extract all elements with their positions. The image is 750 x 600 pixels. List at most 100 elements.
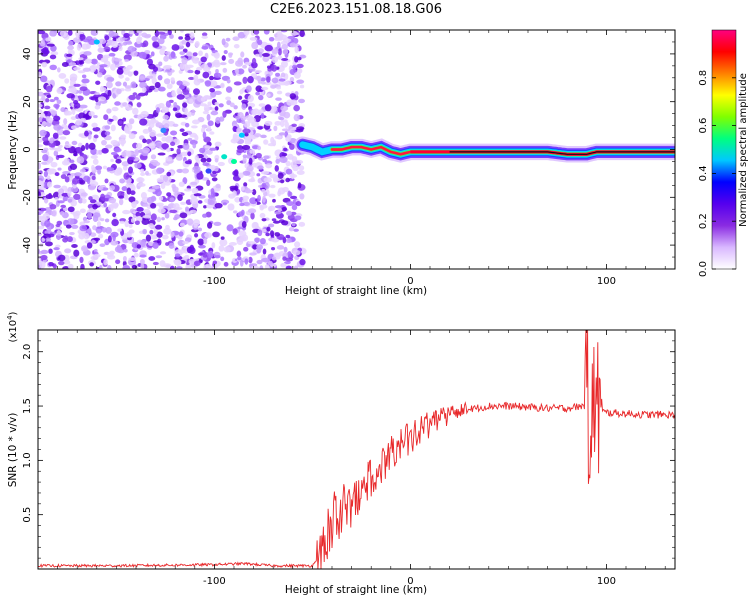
y-tick-label: 1.0: [22, 452, 33, 468]
heatmap-noise-point: [269, 230, 275, 237]
heatmap-noise-point: [222, 110, 227, 118]
heatmap-noise-point: [116, 88, 122, 95]
heatmap-noise-point: [69, 163, 78, 170]
heatmap-noise-point: [70, 125, 77, 130]
heatmap-noise-point: [152, 41, 160, 48]
heatmap-noise-point: [228, 53, 233, 58]
heatmap-noise-point: [184, 188, 192, 192]
heatmap-noise-point: [252, 244, 258, 250]
heatmap-noise-point: [169, 33, 174, 39]
heatmap-noise-point: [115, 81, 122, 87]
heatmap-noise-point: [38, 103, 43, 108]
heatmap-noise-point: [242, 128, 251, 134]
heatmap-noise-point: [235, 60, 244, 67]
colorbar-tick-label: 0.6: [698, 118, 709, 134]
heatmap-noise-point: [43, 170, 48, 178]
heatmap-noise-point: [234, 68, 240, 74]
heatmap-noise-point: [120, 37, 125, 42]
snr-panel: -100 0 100 0.5 1.0 1.5 2.0 (x104) Height of s…: [6, 311, 676, 596]
heatmap-noise-point: [248, 256, 253, 264]
heatmap-noise-point: [236, 238, 244, 245]
heatmap-noise-point: [63, 260, 71, 265]
heatmap-noise-point: [283, 246, 288, 253]
heatmap-noise-point: [268, 193, 276, 198]
heatmap-noise-point: [225, 37, 231, 42]
heatmap-noise-point: [281, 220, 289, 226]
heatmap-noise-point: [108, 197, 117, 204]
heatmap-noise-point: [163, 123, 170, 129]
colorbar-tick-label: 0.8: [698, 70, 709, 86]
heatmap-noise-point: [128, 257, 137, 262]
heatmap-noise-point: [142, 40, 149, 47]
snr-x-axis-label: Height of straight line (km): [285, 584, 427, 596]
heatmap-noise-point: [182, 142, 190, 151]
heatmap-noise-point: [262, 52, 270, 57]
heatmap-noise-point: [46, 175, 51, 181]
heatmap-noise-point: [242, 195, 250, 201]
heatmap-noise-point: [193, 193, 202, 197]
snr-y-axis-label: SNR (10 * v/v): [7, 413, 19, 488]
heatmap-noise-point: [66, 93, 75, 99]
heatmap-noise-point: [90, 239, 96, 244]
heatmap-noise-point: [170, 51, 176, 58]
heatmap-noise-point: [67, 198, 73, 203]
heatmap-noise-point: [142, 228, 148, 235]
heatmap-noise-point: [155, 107, 160, 114]
heatmap-noise-point: [91, 175, 96, 181]
heatmap-noise-point: [190, 125, 198, 129]
heatmap-noise-point: [202, 131, 207, 139]
heatmap-noise-point: [38, 225, 45, 230]
heatmap-noise-point: [178, 181, 185, 187]
heatmap-noise-point: [194, 40, 200, 48]
heatmap-noise-point: [221, 55, 226, 61]
heatmap-noise-point: [207, 120, 214, 127]
heatmap-noise-point: [104, 131, 111, 136]
heatmap-noise-point: [287, 35, 295, 39]
heatmap-noise-point: [206, 113, 211, 121]
heatmap-noise-point: [142, 138, 147, 144]
heatmap-noise-point: [138, 135, 145, 140]
heatmap-noise-point: [200, 56, 207, 63]
heatmap-noise-point: [49, 54, 57, 60]
heatmap-noise-point: [116, 244, 121, 252]
heatmap-noise-point: [209, 147, 217, 151]
heatmap-noise-point: [38, 162, 42, 170]
heatmap-noise-point: [293, 228, 299, 232]
heatmap-noise-point: [61, 124, 68, 128]
heatmap-noise-point: [210, 188, 215, 194]
heatmap-noise-point: [118, 120, 123, 125]
heatmap-noise-point: [45, 85, 53, 93]
heatmap-noise-point: [218, 103, 224, 108]
heatmap-noise-point: [69, 73, 78, 81]
heatmap-noise-point: [293, 113, 300, 122]
heatmap-noise-point: [180, 30, 184, 33]
heatmap-noise-point: [263, 81, 272, 86]
heatmap-noise-point: [207, 62, 212, 68]
heatmap-noise-point: [270, 184, 276, 189]
heatmap-noise-point: [251, 265, 260, 269]
heatmap-noise-point: [137, 113, 144, 121]
heatmap-noise-point: [120, 134, 127, 139]
heatmap-noise-point: [169, 209, 178, 214]
heatmap-noise-point: [223, 261, 229, 267]
heatmap-noise-point: [161, 234, 169, 240]
heatmap-noise-point: [296, 79, 305, 84]
heatmap-noise-point: [127, 236, 132, 241]
heatmap-noise-point: [118, 45, 123, 52]
heatmap-noise-point: [220, 256, 225, 262]
heatmap-noise-point: [86, 227, 92, 234]
heatmap-noise-point: [123, 32, 130, 39]
heatmap-noise-point: [67, 263, 74, 269]
heatmap-noise-point: [78, 177, 83, 182]
heatmap-noise-point: [44, 241, 53, 247]
heatmap-noise-point: [198, 50, 203, 57]
heatmap-noise-point: [150, 154, 157, 160]
heatmap-noise-point: [104, 35, 110, 41]
heatmap-noise-point: [219, 238, 228, 247]
heatmap-noise-point: [149, 229, 154, 235]
heatmap-noise-point: [271, 256, 277, 261]
heatmap-noise-point: [262, 248, 267, 255]
heatmap-noise-point: [210, 164, 216, 170]
heatmap-noise-point: [94, 105, 101, 110]
heatmap-noise-point: [64, 248, 72, 254]
